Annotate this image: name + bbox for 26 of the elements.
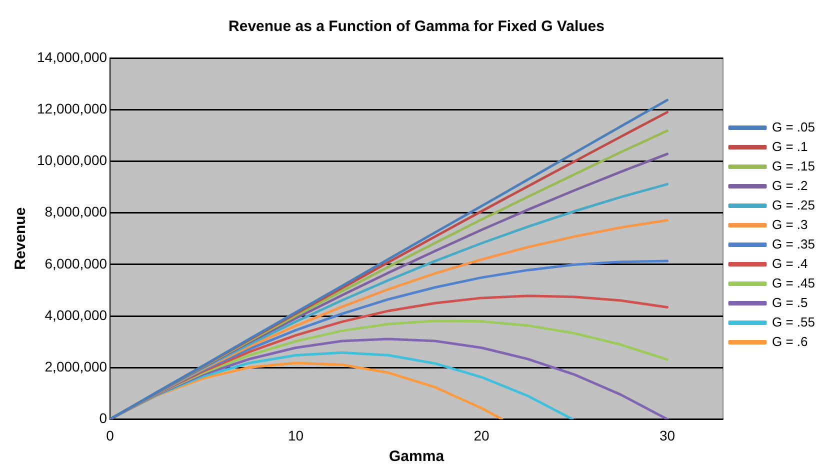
legend-label: G = .2 <box>772 178 808 193</box>
y-tick-label: 12,000,000 <box>36 100 108 116</box>
x-tick-label: 30 <box>659 427 676 444</box>
y-tick-label: 10,000,000 <box>36 152 108 168</box>
legend-label: G = .5 <box>772 294 808 310</box>
legend-label: G = .45 <box>772 275 815 290</box>
chart-title: Revenue as a Function of Gamma for Fixed G Values <box>228 18 604 36</box>
legend-label: G = .3 <box>772 216 808 232</box>
y-tick-label: 8,000,000 <box>44 204 108 220</box>
y-tick-label: 6,000,000 <box>44 255 108 272</box>
x-tick-label: 20 <box>474 427 490 444</box>
legend-label: G = .4 <box>772 256 808 271</box>
legend-label: G = .25 <box>772 197 815 212</box>
legend-label: G = .15 <box>772 158 815 174</box>
y-tick-label: 14,000,000 <box>36 48 108 65</box>
y-tick-label: 4,000,000 <box>44 306 108 323</box>
x-tick-label: 10 <box>288 427 304 444</box>
y-tick-label: 0 <box>99 410 108 426</box>
legend-label: G = .35 <box>772 236 815 252</box>
legend-label: G = .55 <box>772 314 815 330</box>
x-axis-title: Gamma <box>389 448 445 466</box>
legend-label: G = .05 <box>772 119 815 134</box>
y-axis-title: Revenue <box>12 207 30 270</box>
legend-label: G = .1 <box>772 138 808 154</box>
legend-label: G = .6 <box>772 334 808 349</box>
y-tick-label: 2,000,000 <box>44 358 108 374</box>
